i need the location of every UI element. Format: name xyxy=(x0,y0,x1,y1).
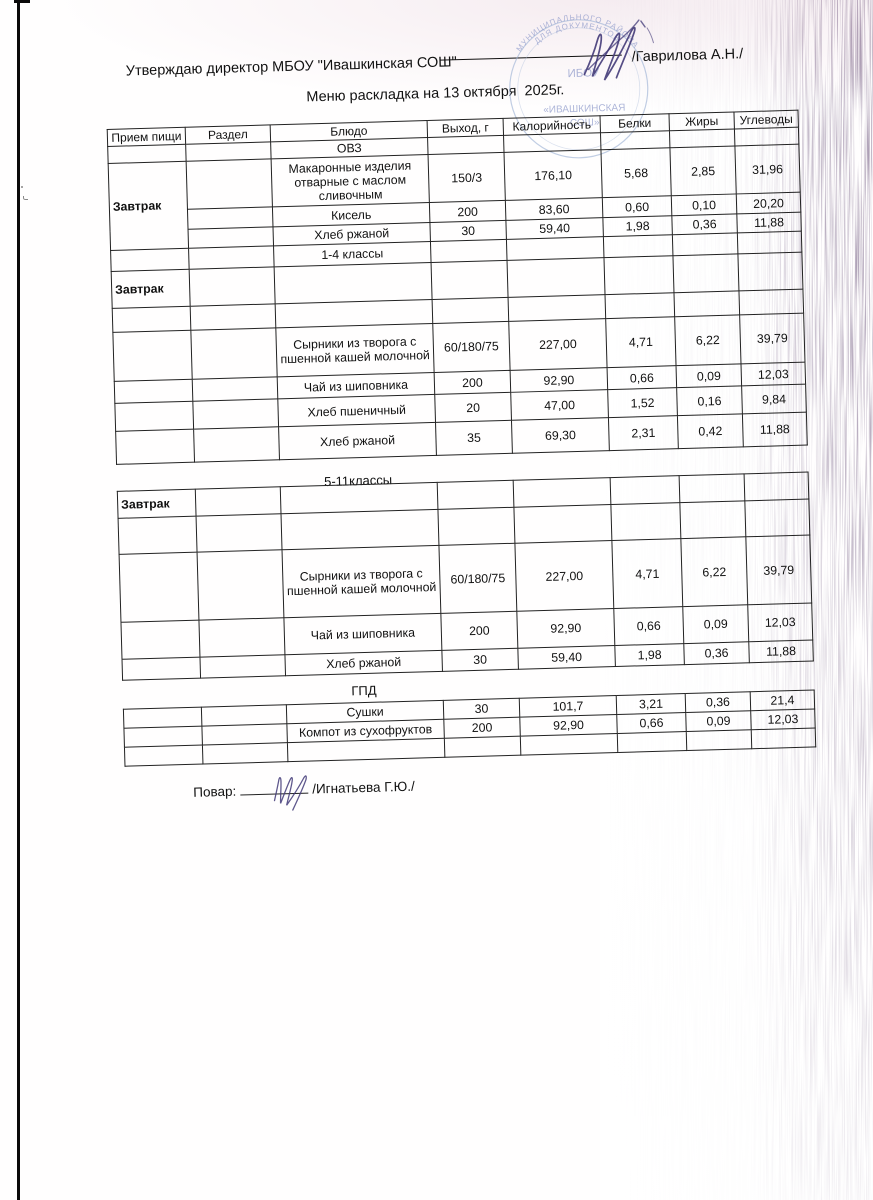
svg-text:«ИВАШКИНСКАЯ: «ИВАШКИНСКАЯ xyxy=(543,103,625,116)
